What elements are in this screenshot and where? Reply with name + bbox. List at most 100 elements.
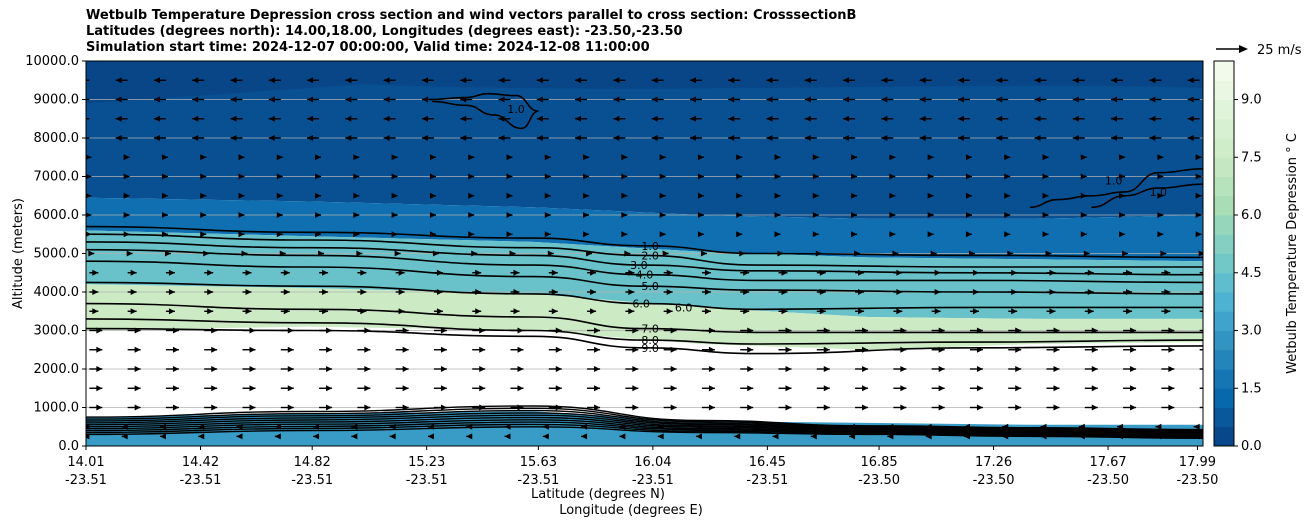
- wind-vector-64: [242, 404, 256, 411]
- wind-vector-464: [621, 154, 628, 161]
- wind-vector-106: [701, 385, 715, 392]
- wind-vector-423: [200, 173, 207, 180]
- xtick-lat-8: 17.26: [975, 455, 1012, 470]
- wind-vector-29: [1193, 433, 1200, 440]
- contour-line-4: [86, 248, 1203, 284]
- wind-vector-497: [728, 135, 741, 141]
- wind-vector-46: [695, 423, 702, 430]
- wind-vector-173: [969, 346, 983, 353]
- wind-vector-452: [161, 154, 168, 161]
- wind-vector-43: [581, 423, 588, 430]
- wind-vector-354: [1004, 231, 1011, 238]
- wind-vector-513: [192, 115, 205, 122]
- wind-vector-242: [165, 289, 175, 295]
- wind-vector-221: [510, 308, 520, 315]
- wind-vector-136: [701, 366, 715, 372]
- wind-vector-244: [242, 289, 252, 295]
- wind-vector-486: [307, 135, 320, 141]
- wind-vector-338: [391, 231, 398, 238]
- wind-vector-509: [1187, 135, 1200, 141]
- wind-vector-335: [276, 231, 283, 238]
- wind-vector-288: [778, 269, 788, 276]
- wind-vector-511: [115, 115, 128, 122]
- wind-vector-449: [1195, 173, 1202, 180]
- wind-vector-314: [624, 250, 631, 257]
- wind-vector-545: [268, 96, 281, 103]
- wind-vector-176: [1084, 346, 1098, 353]
- wind-vector-42: [542, 423, 549, 430]
- wind-vector-87: [1123, 404, 1137, 411]
- wind-vector-59: [1193, 423, 1200, 430]
- wind-vector-465: [659, 154, 666, 161]
- wind-vector-132: [548, 366, 562, 372]
- wind-vector-535: [1034, 115, 1047, 122]
- wind-vector-300: [88, 250, 95, 257]
- wind-vector-484: [230, 135, 243, 141]
- wind-vector-341: [506, 231, 513, 238]
- wind-vector-119: [1199, 387, 1203, 389]
- colorbar-level-1: [1214, 407, 1234, 428]
- wind-vector-319: [815, 250, 822, 257]
- wind-vector-590: [843, 77, 856, 84]
- wind-vector-496: [689, 135, 702, 141]
- wind-vector-489: [421, 135, 434, 141]
- wind-vector-326: [1083, 250, 1090, 257]
- wind-vector-166: [701, 346, 715, 353]
- wind-vector-525: [651, 115, 664, 122]
- wind-vector-407: [736, 192, 743, 199]
- wind-vector-135: [663, 366, 677, 372]
- wind-vector-296: [1084, 269, 1094, 276]
- wind-vector-262: [931, 289, 941, 295]
- wind-vector-323: [968, 250, 975, 257]
- wind-vector-458: [391, 154, 398, 161]
- wind-vector-146: [1084, 366, 1098, 372]
- wind-vector-349: [812, 231, 819, 238]
- y-axis-label: Altitude (meters): [11, 198, 26, 309]
- wind-vector-557: [728, 96, 741, 103]
- wind-vector-167: [740, 346, 754, 353]
- wind-vector-37: [351, 423, 358, 430]
- wind-vector-15: [657, 433, 664, 440]
- wind-vector-184: [242, 327, 256, 334]
- wind-vector-70: [472, 404, 486, 411]
- wind-vector-447: [1119, 173, 1126, 180]
- wind-vector-412: [927, 192, 934, 199]
- wind-vector-453: [200, 154, 207, 161]
- xtick-lon-2: -23.51: [291, 473, 333, 488]
- wind-vector-77: [740, 404, 754, 411]
- colorbar-level-19: [1214, 61, 1234, 81]
- surface-contour-5: [86, 414, 1203, 435]
- wind-vector-303: [203, 250, 210, 257]
- wind-vector-231: [893, 308, 903, 315]
- wind-vector-401: [506, 192, 513, 199]
- wind-vector-58: [1155, 423, 1162, 430]
- wind-vector-520: [460, 115, 473, 122]
- axes-text-layer: 0.0 1000.0 2000.0 3000.0 4000.0 5000.0 6000.0 7…: [11, 43, 1302, 518]
- wind-vector-332: [161, 231, 168, 238]
- wind-vector-149: [1199, 368, 1203, 370]
- wind-vector-181: [127, 327, 141, 334]
- surface-contour-0: [86, 426, 1203, 439]
- wind-vector-203: [969, 327, 983, 334]
- wind-vector-381: [889, 212, 896, 218]
- wind-vector-536: [1072, 115, 1085, 122]
- wind-vector-36: [313, 423, 320, 430]
- wind-vector-81: [893, 404, 907, 411]
- wind-vector-56: [1078, 423, 1085, 430]
- contour-line-6: [86, 281, 1203, 311]
- wind-vector-88: [1161, 404, 1175, 411]
- wind-vector-397: [353, 192, 360, 199]
- wind-vector-97: [357, 385, 371, 392]
- xtick-lat-5: 16.04: [634, 455, 671, 470]
- wind-vector-157: [357, 346, 371, 353]
- wind-vector-305: [279, 250, 286, 257]
- contour-label-11: 1.0: [1105, 174, 1123, 187]
- wind-vector-470: [851, 154, 858, 161]
- ytick-label-10: 10000.0: [25, 54, 79, 69]
- wind-vector-21: [887, 433, 894, 440]
- wind-vector-73: [587, 404, 601, 411]
- wind-vector-421: [123, 173, 130, 180]
- wind-vector-148: [1161, 366, 1175, 372]
- chart-title: Wetbulb Temperature Depression cross sec…: [86, 8, 856, 56]
